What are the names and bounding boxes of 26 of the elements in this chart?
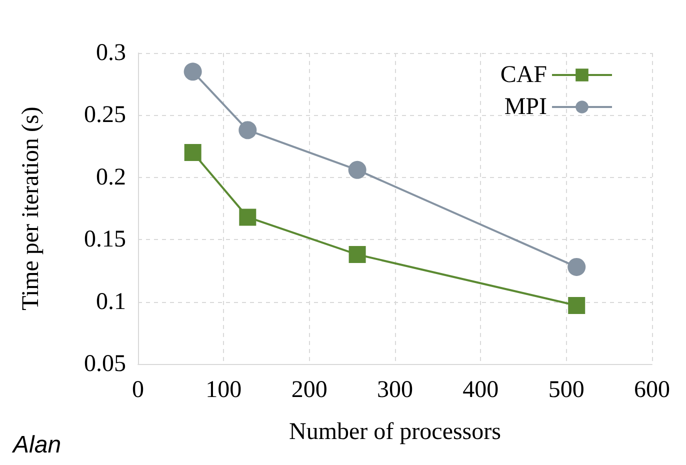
x-tick-label: 400 [462, 377, 499, 403]
point [348, 160, 366, 179]
legend-label: MPI [504, 94, 547, 120]
point [568, 258, 586, 276]
x-tick-label: 500 [548, 377, 584, 403]
y-tick-label: 0.25 [84, 102, 126, 128]
point [239, 208, 256, 226]
point [238, 121, 257, 140]
x-axis-title: Number of processors [289, 419, 501, 445]
text: Alan [11, 432, 62, 458]
x-tick-label: 200 [291, 377, 328, 403]
x-tick-label: 0 [132, 377, 144, 403]
point [184, 62, 202, 81]
y-tick-label: 0.1 [96, 288, 126, 315]
y-tick-label: 0.05 [84, 351, 126, 377]
point [184, 144, 202, 162]
x-tick-label: 600 [634, 377, 670, 403]
x-tick-label: 100 [206, 377, 242, 403]
legend-label: CAF [500, 62, 547, 88]
point [568, 297, 586, 314]
y-tick-label: 0.15 [84, 226, 126, 253]
point [348, 246, 366, 264]
x-tick-label: 300 [377, 377, 413, 403]
y-tick-label: 0.3 [96, 40, 126, 66]
y-axis-title: Time per iteration (s) [18, 106, 44, 310]
y-tick-label: 0.2 [96, 164, 126, 190]
